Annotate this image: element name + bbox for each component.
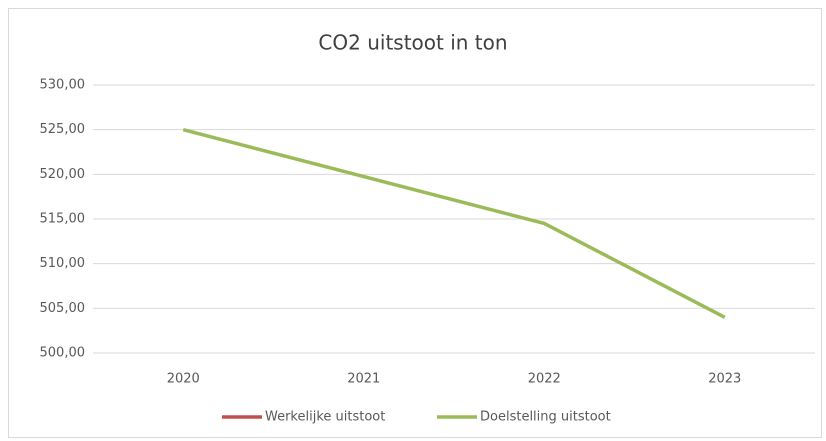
x-tick-label: 2021 [347, 372, 380, 387]
y-tick-label: 530,00 [40, 78, 86, 93]
y-tick-label: 510,00 [40, 256, 86, 271]
x-tick-label: 2023 [708, 372, 741, 387]
x-tick-label: 2022 [528, 372, 561, 387]
line-series [182, 127, 726, 319]
legend-label: Werkelijke uitstoot [265, 410, 385, 425]
x-tick-label: 2020 [167, 372, 200, 387]
y-tick-label: 520,00 [40, 167, 86, 182]
y-tick-label: 515,00 [40, 212, 86, 227]
legend-label: Doelstelling uitstoot [480, 410, 611, 425]
y-tick-label: 505,00 [40, 301, 86, 316]
chart-title: CO2 uitstoot in ton [318, 31, 507, 55]
y-tick-label: 525,00 [40, 122, 86, 137]
chart-border [8, 8, 822, 438]
y-tick-label: 500,00 [40, 346, 86, 361]
